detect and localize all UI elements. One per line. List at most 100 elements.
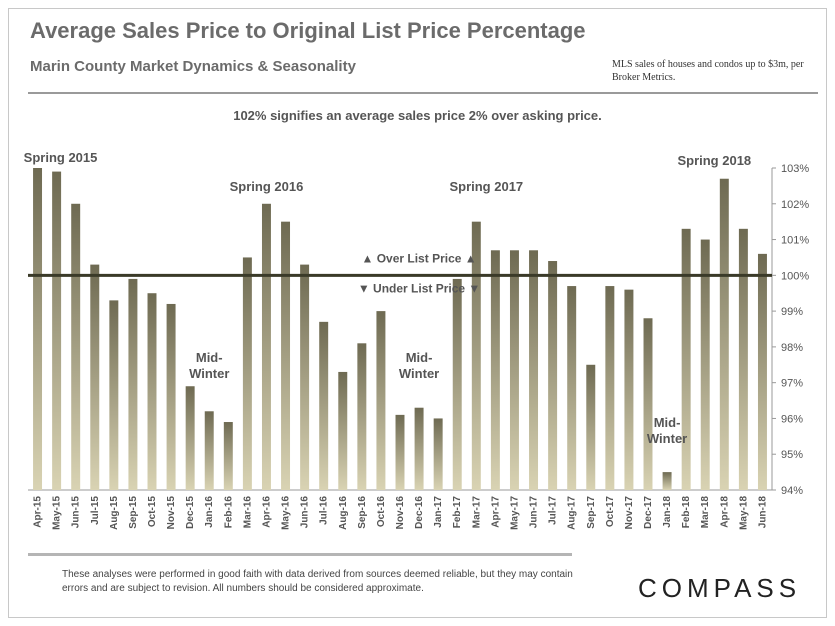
x-tick-label: Feb-17 bbox=[452, 496, 463, 529]
bar-may-18 bbox=[738, 228, 748, 491]
disclaimer-text: These analyses were performed in good fa… bbox=[62, 569, 573, 594]
chart-annotation: ▲ Over List Price ▲ bbox=[362, 251, 477, 265]
bar-apr-17 bbox=[490, 250, 500, 490]
bar-jun-17 bbox=[529, 250, 539, 490]
y-tick-label: 97% bbox=[781, 378, 803, 390]
bar-mar-18 bbox=[700, 239, 710, 490]
bar-jun-16 bbox=[300, 264, 310, 490]
x-tick-label: Oct-15 bbox=[147, 496, 158, 528]
slide-frame bbox=[8, 8, 827, 618]
chart-annotation: Spring 2016 bbox=[230, 179, 304, 194]
x-tick-label: Aug-17 bbox=[567, 496, 578, 530]
bar-feb-16 bbox=[223, 422, 233, 490]
bar-oct-15 bbox=[147, 293, 157, 490]
x-tick-label: Feb-16 bbox=[223, 496, 234, 529]
chart-annotation: Mid-Winter bbox=[399, 350, 439, 381]
x-tick-label: May-15 bbox=[52, 496, 63, 530]
chart-annotation: Mid-Winter bbox=[647, 415, 687, 446]
bar-mar-17 bbox=[471, 221, 481, 490]
x-tick-label: Jan-18 bbox=[662, 496, 673, 528]
x-tick-label: Jul-17 bbox=[548, 496, 559, 525]
x-tick-label: Jan-16 bbox=[204, 496, 215, 528]
bottom-divider bbox=[28, 553, 572, 556]
x-tick-label: Feb-18 bbox=[681, 496, 692, 529]
x-tick-label: Dec-17 bbox=[643, 496, 654, 529]
x-tick-label: Mar-17 bbox=[471, 496, 482, 529]
bar-jun-18 bbox=[757, 253, 767, 490]
chart-subtitle: Marin County Market Dynamics & Seasonali… bbox=[30, 58, 356, 75]
bar-may-17 bbox=[509, 250, 519, 490]
x-tick-label: Nov-15 bbox=[166, 496, 177, 530]
x-tick-label: Sep-16 bbox=[357, 496, 368, 529]
y-tick-label: 94% bbox=[781, 485, 803, 497]
bar-dec-15 bbox=[185, 386, 195, 490]
y-tick-label: 99% bbox=[781, 306, 803, 318]
bar-feb-18 bbox=[681, 228, 691, 491]
y-tick-label: 96% bbox=[781, 413, 803, 425]
chart-title: Average Sales Price to Original List Pri… bbox=[30, 18, 586, 43]
chart-annotation: ▼ Under List Price ▼ bbox=[358, 281, 480, 295]
bar-nov-15 bbox=[166, 303, 176, 490]
y-tick-label: 103% bbox=[781, 163, 809, 175]
x-tick-label: Mar-16 bbox=[242, 496, 253, 529]
bar-mar-16 bbox=[242, 257, 252, 490]
x-tick-label: Jul-15 bbox=[90, 496, 101, 525]
bar-jan-17 bbox=[433, 418, 443, 490]
x-tick-label: Jun-16 bbox=[300, 496, 311, 529]
top-divider bbox=[28, 92, 818, 94]
x-tick-label: Nov-16 bbox=[395, 496, 406, 530]
x-tick-label: Apr-18 bbox=[719, 496, 730, 528]
source-note: MLS sales of houses and condos up to $3m… bbox=[612, 59, 804, 83]
bar-feb-17 bbox=[452, 278, 462, 490]
y-tick-label: 95% bbox=[781, 449, 803, 461]
bar-jan-16 bbox=[204, 411, 214, 490]
x-tick-label: Jul-16 bbox=[319, 496, 330, 525]
bar-apr-16 bbox=[261, 203, 271, 490]
chart-note: 102% signifies an average sales price 2%… bbox=[233, 108, 602, 123]
bar-apr-15 bbox=[33, 168, 43, 490]
bar-aug-16 bbox=[338, 371, 348, 490]
x-tick-label: Apr-16 bbox=[261, 496, 272, 528]
chart-annotation: Spring 2017 bbox=[449, 179, 523, 194]
bar-aug-15 bbox=[109, 300, 119, 490]
x-tick-label: Dec-16 bbox=[414, 496, 425, 529]
x-tick-label: Dec-15 bbox=[185, 496, 196, 529]
bar-jan-18 bbox=[662, 472, 672, 490]
chart-annotation: Spring 2015 bbox=[24, 150, 98, 165]
bar-may-16 bbox=[281, 221, 291, 490]
bar-apr-18 bbox=[719, 178, 729, 490]
bar-oct-17 bbox=[605, 286, 615, 490]
x-tick-label: Oct-17 bbox=[605, 496, 616, 528]
bar-oct-16 bbox=[376, 311, 386, 490]
y-tick-label: 100% bbox=[781, 270, 809, 282]
x-tick-label: Jun-18 bbox=[757, 496, 768, 529]
bar-sep-15 bbox=[128, 278, 138, 490]
x-tick-label: Jan-17 bbox=[433, 496, 444, 528]
bar-sep-16 bbox=[357, 343, 367, 490]
y-tick-label: 101% bbox=[781, 235, 809, 247]
chart-annotation: Mid-Winter bbox=[189, 350, 229, 381]
bar-jul-15 bbox=[90, 264, 100, 490]
bar-dec-17 bbox=[643, 318, 653, 490]
bar-sep-17 bbox=[586, 364, 596, 490]
x-tick-label: Nov-17 bbox=[624, 496, 635, 530]
x-tick-label: Mar-18 bbox=[700, 496, 711, 529]
y-tick-label: 102% bbox=[781, 199, 809, 211]
x-tick-label: May-18 bbox=[738, 496, 749, 530]
x-tick-label: May-16 bbox=[281, 496, 292, 530]
x-tick-label: Sep-15 bbox=[128, 496, 139, 529]
x-tick-label: May-17 bbox=[509, 496, 520, 530]
y-tick-label: 98% bbox=[781, 342, 803, 354]
x-tick-label: Jun-15 bbox=[71, 496, 82, 529]
bar-jul-16 bbox=[319, 321, 329, 490]
x-tick-label: Aug-16 bbox=[338, 496, 349, 530]
bar-jun-15 bbox=[71, 203, 81, 490]
x-tick-label: Sep-17 bbox=[586, 496, 597, 529]
chart-annotation: Spring 2018 bbox=[677, 153, 751, 168]
x-tick-label: Aug-15 bbox=[109, 496, 120, 530]
compass-logo: COMPASS bbox=[638, 573, 802, 603]
x-tick-label: Jun-17 bbox=[529, 496, 540, 529]
bar-dec-16 bbox=[414, 407, 424, 490]
bar-nov-17 bbox=[624, 289, 634, 490]
